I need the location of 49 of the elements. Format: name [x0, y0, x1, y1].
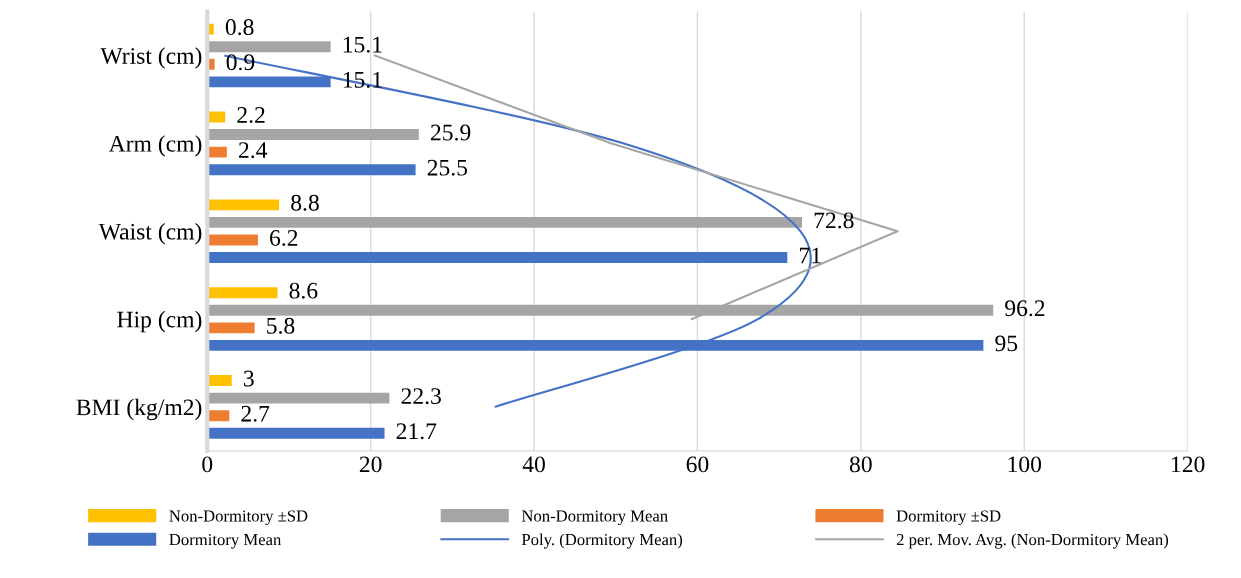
- data-label: 8.8: [291, 194, 319, 211]
- legend-label: Poly. (Dormitory Mean): [521, 533, 683, 549]
- x-tick-label: 100: [1008, 456, 1042, 473]
- data-label: 25.5: [427, 159, 468, 176]
- data-label: 3: [244, 370, 254, 387]
- bar: [207, 41, 331, 53]
- x-tick-label: 40: [522, 456, 545, 473]
- legend-label: 2 per. Mov. Avg. (Non-Dormitory Mean): [896, 533, 1169, 549]
- bar: [207, 410, 230, 422]
- data-label: 96.2: [1005, 300, 1045, 317]
- bar: [207, 252, 788, 263]
- data-label: 15.1: [343, 36, 382, 53]
- legend-label: Non-Dormitory ±SD: [169, 510, 308, 526]
- y-tick-label: BMI (kg/m2): [76, 398, 202, 421]
- bar: [207, 287, 278, 299]
- bar: [207, 216, 803, 228]
- data-label: 6.2: [270, 230, 298, 246]
- x-tick-label: 60: [686, 456, 709, 473]
- data-label: 2.7: [241, 405, 270, 422]
- data-label: 5.8: [267, 317, 295, 334]
- y-tick-label: Hip (cm): [117, 310, 202, 333]
- x-tick-label: 120: [1172, 456, 1205, 473]
- bar: [207, 392, 390, 404]
- bar: [207, 199, 280, 211]
- legend-label: Dormitory Mean: [169, 533, 282, 549]
- bar: [207, 164, 416, 176]
- data-label: 2.2: [237, 107, 265, 123]
- bar: [207, 375, 232, 386]
- data-label: 72.8: [814, 212, 854, 229]
- bar: [207, 129, 419, 141]
- data-label: 25.9: [431, 124, 471, 141]
- y-tick-label: Waist (cm): [98, 223, 202, 245]
- bar: [207, 146, 227, 158]
- y-tick-label: Arm (cm): [108, 135, 202, 157]
- x-tick-label: 80: [849, 456, 872, 473]
- bar: [207, 427, 385, 439]
- data-label: 0.9: [226, 54, 255, 71]
- data-label: 2.4: [239, 142, 268, 159]
- x-tick-label: 0: [202, 456, 213, 473]
- x-tick-label: 20: [359, 456, 382, 473]
- data-label: 8.6: [289, 282, 318, 299]
- legend-label: Dormitory ±SD: [896, 510, 1001, 526]
- bar: [207, 322, 255, 334]
- data-label: 21.7: [396, 423, 437, 440]
- data-label: 0.8: [225, 19, 254, 36]
- legend-label: Non-Dormitory Mean: [521, 510, 668, 526]
- data-label: 22.3: [401, 388, 441, 405]
- data-label: 95: [995, 335, 1018, 352]
- y-tick-label: Wrist (cm): [100, 47, 202, 69]
